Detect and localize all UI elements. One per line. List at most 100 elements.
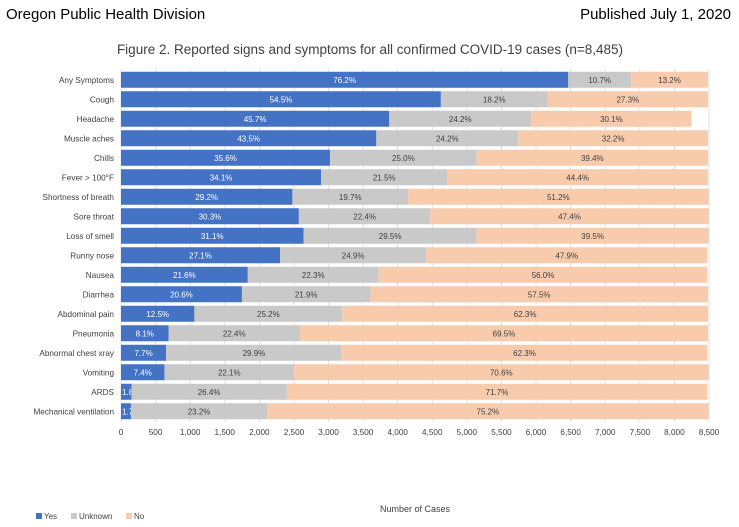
category-label: Diarrhea	[83, 290, 115, 299]
bar-unknown	[321, 169, 448, 186]
data-label-unknown: 18.2%	[483, 95, 506, 104]
bar-yes	[121, 325, 169, 342]
category-label: Mechanical ventilation	[33, 407, 114, 416]
category-label: Sore throat	[73, 212, 114, 221]
bar-no	[426, 247, 708, 264]
category-label: Vomiting	[83, 368, 115, 377]
data-label-no: 75.2%	[477, 407, 500, 416]
data-label-yes: 7.7%	[134, 349, 152, 358]
legend-label-yes: Yes	[44, 512, 57, 521]
data-label-no: 71.7%	[486, 388, 509, 397]
bar-no	[476, 149, 708, 166]
category-label: Abdominal pain	[58, 310, 115, 319]
data-label-unknown: 19.7%	[339, 193, 362, 202]
category-label: Pneumonia	[73, 329, 115, 338]
data-label-no: 57.5%	[528, 290, 551, 299]
data-label-unknown: 23.2%	[188, 407, 211, 416]
bar-no	[267, 403, 709, 420]
bar-no	[408, 188, 709, 205]
bar-yes	[121, 344, 167, 361]
x-tick-label: 5,500	[491, 428, 512, 437]
data-label-unknown: 29.5%	[379, 232, 402, 241]
x-tick-label: 6,500	[560, 428, 581, 437]
bar-no	[631, 71, 708, 88]
bar-yes	[121, 71, 569, 88]
category-label: Shortness of breath	[43, 193, 115, 202]
bar-yes	[121, 208, 299, 225]
bar-unknown	[280, 247, 427, 264]
category-label: Loss of smell	[66, 232, 114, 241]
bar-yes	[121, 227, 304, 244]
data-label-unknown: 22.1%	[218, 368, 241, 377]
bar-yes	[121, 364, 165, 381]
data-label-no: 51.2%	[547, 193, 570, 202]
bar-yes	[121, 188, 293, 205]
bar-unknown	[168, 325, 301, 342]
legend-swatch-unknown	[71, 513, 77, 519]
bar-unknown	[194, 305, 343, 322]
x-tick-label: 7,000	[595, 428, 616, 437]
data-label-unknown: 21.5%	[373, 173, 396, 182]
data-label-unknown: 24.9%	[342, 251, 365, 260]
data-label-yes: 45.7%	[244, 115, 267, 124]
data-label-yes: 54.5%	[270, 95, 293, 104]
data-label-yes: 7.4%	[134, 368, 152, 377]
category-label: Abnormal chest xray	[39, 349, 115, 358]
data-label-unknown: 29.9%	[243, 349, 266, 358]
legend: Yes Unknown No	[36, 512, 145, 521]
bar-unknown	[389, 110, 532, 127]
bar-no	[547, 91, 708, 108]
data-label-no: 56.0%	[532, 271, 555, 280]
x-tick-label: 7,500	[630, 428, 651, 437]
category-labels: Any Symptoms Cough Headache Muscle aches Chi…	[33, 76, 114, 417]
data-label-yes: 43.5%	[237, 134, 260, 143]
bar-no	[531, 110, 692, 127]
data-label-yes: 8.1%	[136, 329, 154, 338]
data-label-unknown: 21.9%	[295, 290, 318, 299]
bar-no	[378, 266, 708, 283]
bar-yes	[121, 383, 132, 400]
bar-yes	[121, 286, 242, 303]
bar-no	[447, 169, 708, 186]
gridlines	[120, 69, 710, 422]
legend-swatch-no	[126, 513, 132, 519]
data-label-no: 47.9%	[555, 251, 578, 260]
category-label: Runny nose	[70, 251, 114, 260]
bar-unknown	[166, 344, 342, 361]
data-label-no: 32.2%	[602, 134, 625, 143]
category-label: ARDS	[91, 388, 114, 397]
category-label: Headache	[77, 115, 115, 124]
category-label: Fever > 100°F	[62, 173, 114, 182]
bar-unknown	[440, 91, 548, 108]
x-tick-label: 8,500	[699, 428, 720, 437]
x-tick-label: 2,500	[284, 428, 305, 437]
x-tick-label: 4,500	[422, 428, 443, 437]
x-tick-label: 6,000	[526, 428, 547, 437]
bar-no	[430, 208, 709, 225]
data-label-yes: 27.1%	[189, 251, 212, 260]
x-tick-label: 0	[119, 428, 124, 437]
category-label: Any Symptoms	[59, 76, 114, 85]
data-label-yes: 29.2%	[195, 193, 218, 202]
bar-no	[341, 344, 708, 361]
bar-no	[286, 383, 708, 400]
bar-unknown	[164, 364, 295, 381]
data-label-no: 62.3%	[513, 349, 536, 358]
data-label-yes: 1.8%	[122, 388, 140, 397]
category-label: Nausea	[86, 271, 115, 280]
bar-yes	[121, 149, 330, 166]
x-tick-label: 4,000	[387, 428, 408, 437]
data-label-no: 47.4%	[558, 212, 581, 221]
data-label-yes: 12.5%	[146, 310, 169, 319]
data-label-yes: 35.6%	[214, 154, 237, 163]
bar-yes	[121, 110, 390, 127]
data-label-yes: 76.2%	[333, 76, 356, 85]
bar-yes	[121, 266, 248, 283]
bar-unknown	[130, 403, 268, 420]
data-label-unknown: 26.4%	[198, 388, 221, 397]
category-label: Cough	[90, 95, 115, 104]
bar-unknown	[292, 188, 409, 205]
data-label-unknown: 22.4%	[223, 329, 246, 338]
category-label: Muscle aches	[64, 134, 114, 143]
bar-yes	[121, 91, 441, 108]
